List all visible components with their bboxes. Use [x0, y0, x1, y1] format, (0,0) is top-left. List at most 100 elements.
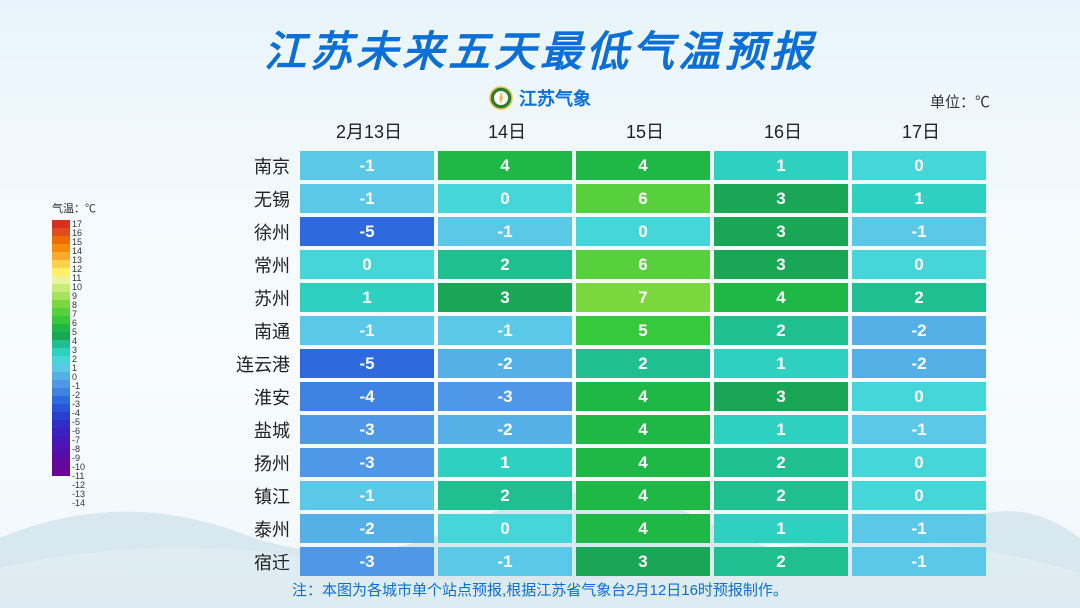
- brand-text: 江苏气象: [519, 85, 591, 111]
- legend-swatch: [52, 300, 70, 308]
- temp-cell: -3: [438, 382, 572, 411]
- temp-cell: 4: [438, 151, 572, 180]
- temp-cell: -1: [852, 514, 986, 543]
- page-title: 江苏未来五天最低气温预报: [0, 0, 1080, 79]
- temp-cell: 6: [576, 250, 710, 279]
- legend-swatch: [52, 324, 70, 332]
- row-label: 宿迁: [190, 549, 300, 575]
- legend-swatch: [52, 220, 70, 228]
- legend-swatch: [52, 244, 70, 252]
- temp-cell: -5: [300, 217, 434, 246]
- table-row: 南京-14410: [190, 150, 1010, 181]
- legend-swatch: [52, 420, 70, 428]
- row-label: 泰州: [190, 516, 300, 542]
- temp-cell: 4: [576, 151, 710, 180]
- legend-tick: -14: [72, 499, 85, 508]
- legend-body: 17161514131211109876543210-1-2-3-4-5-6-7…: [52, 220, 132, 476]
- table-row: 连云港-5-221-2: [190, 348, 1010, 379]
- table-row: 泰州-2041-1: [190, 513, 1010, 544]
- temp-cell: 0: [852, 481, 986, 510]
- legend-swatch: [52, 332, 70, 340]
- temp-cell: 2: [714, 448, 848, 477]
- temp-cell: 2: [438, 250, 572, 279]
- temp-cell: -5: [300, 349, 434, 378]
- legend-swatch: [52, 252, 70, 260]
- temp-cell: 0: [852, 382, 986, 411]
- temp-cell: 2: [576, 349, 710, 378]
- legend-swatch: [52, 284, 70, 292]
- temp-cell: 2: [714, 481, 848, 510]
- legend-swatch: [52, 292, 70, 300]
- table-row: 苏州13742: [190, 282, 1010, 313]
- table-row: 淮安-4-3430: [190, 381, 1010, 412]
- legend-swatch: [52, 412, 70, 420]
- temp-cell: 2: [714, 547, 848, 576]
- column-header: 16日: [714, 118, 852, 144]
- table-row: 盐城-3-241-1: [190, 414, 1010, 445]
- temp-cell: 4: [576, 415, 710, 444]
- legend-swatch: [52, 460, 70, 468]
- legend-swatch: [52, 396, 70, 404]
- legend-swatch: [52, 308, 70, 316]
- legend-swatch: [52, 380, 70, 388]
- legend-swatch: [52, 276, 70, 284]
- temp-cell: 4: [576, 448, 710, 477]
- legend-swatch: [52, 468, 70, 476]
- row-label: 南通: [190, 318, 300, 344]
- temp-cell: -1: [300, 151, 434, 180]
- brand-logo-icon: [489, 86, 513, 110]
- row-label: 徐州: [190, 219, 300, 245]
- column-header: 17日: [852, 118, 990, 144]
- legend-swatch: [52, 268, 70, 276]
- temp-cell: -2: [852, 349, 986, 378]
- temp-cell: -1: [852, 415, 986, 444]
- temp-cell: 3: [714, 382, 848, 411]
- temp-cell: -1: [438, 316, 572, 345]
- temp-cell: 1: [852, 184, 986, 213]
- temp-cell: 5: [576, 316, 710, 345]
- temp-cell: -3: [300, 547, 434, 576]
- temp-cell: -3: [300, 415, 434, 444]
- temp-cell: 1: [714, 514, 848, 543]
- row-label: 南京: [190, 153, 300, 179]
- legend-swatch: [52, 340, 70, 348]
- temp-cell: -2: [300, 514, 434, 543]
- row-label: 盐城: [190, 417, 300, 443]
- temp-cell: 3: [714, 250, 848, 279]
- legend-swatch: [52, 388, 70, 396]
- table-rows: 南京-14410无锡-10631徐州-5-103-1常州02630苏州13742…: [190, 150, 1010, 577]
- temp-cell: 0: [576, 217, 710, 246]
- table-row: 宿迁-3-132-1: [190, 546, 1010, 577]
- temp-cell: 1: [438, 448, 572, 477]
- legend-swatch: [52, 428, 70, 436]
- sub-header: 江苏气象 单位：℃: [0, 85, 1080, 119]
- row-label: 镇江: [190, 483, 300, 509]
- column-header: 14日: [438, 118, 576, 144]
- table-row: 无锡-10631: [190, 183, 1010, 214]
- table-row: 常州02630: [190, 249, 1010, 280]
- legend-colorbar: [52, 220, 70, 476]
- column-header: 15日: [576, 118, 714, 144]
- table-row: 扬州-31420: [190, 447, 1010, 478]
- temp-cell: 0: [852, 250, 986, 279]
- brand-badge: 江苏气象: [489, 85, 591, 111]
- legend-swatch: [52, 436, 70, 444]
- temp-cell: -1: [300, 316, 434, 345]
- legend-swatch: [52, 348, 70, 356]
- legend-ticks: 17161514131211109876543210-1-2-3-4-5-6-7…: [72, 220, 85, 476]
- row-label: 无锡: [190, 186, 300, 212]
- temp-cell: 2: [714, 316, 848, 345]
- footnote: 注：本图为各城市单个站点预报,根据江苏省气象台2月12日16时预报制作。: [0, 579, 1080, 600]
- legend-swatch: [52, 364, 70, 372]
- temp-cell: -2: [438, 349, 572, 378]
- legend-swatch: [52, 236, 70, 244]
- unit-label: 单位：℃: [930, 91, 990, 112]
- temp-cell: -1: [438, 547, 572, 576]
- temp-cell: 3: [576, 547, 710, 576]
- legend-swatch: [52, 372, 70, 380]
- temp-cell: 0: [438, 514, 572, 543]
- table-row: 南通-1-152-2: [190, 315, 1010, 346]
- color-legend: 气温：℃ 17161514131211109876543210-1-2-3-4-…: [52, 200, 132, 476]
- temp-cell: 4: [576, 481, 710, 510]
- temp-cell: -1: [300, 481, 434, 510]
